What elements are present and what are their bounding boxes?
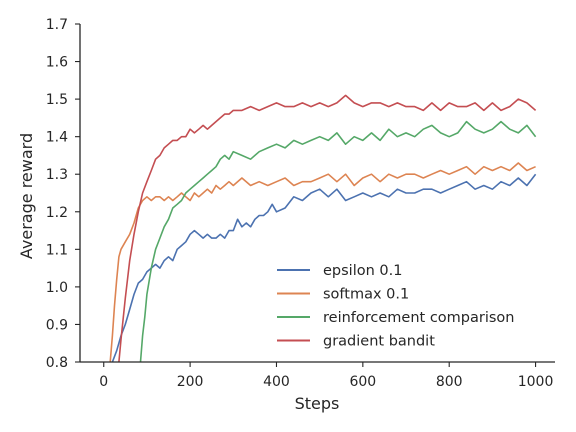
x-axis-label: Steps xyxy=(295,394,340,413)
x-tick-label: 600 xyxy=(349,374,376,390)
x-tick-label: 200 xyxy=(177,374,204,390)
y-tick-label: 1.7 xyxy=(46,17,68,33)
y-tick-label: 1.3 xyxy=(46,167,68,183)
y-tick-label: 1.2 xyxy=(46,205,68,221)
x-tick-label: 400 xyxy=(263,374,290,390)
y-tick-label: 1.6 xyxy=(46,55,68,71)
axes xyxy=(79,24,555,363)
y-tick-label: 1.4 xyxy=(46,130,68,146)
y-ticks: 0.8 0.9 1.0 1.1 1.2 1.3 1.4 1.5 1.6 1.7 xyxy=(46,17,80,371)
legend: epsilon 0.1 softmax 0.1 reinforcement comp… xyxy=(277,263,515,350)
legend-label: epsilon 0.1 xyxy=(323,263,402,279)
y-tick-label: 0.8 xyxy=(46,355,68,371)
series-line-1 xyxy=(109,162,536,362)
y-tick-label: 1.1 xyxy=(46,242,68,258)
legend-label: reinforcement comparison xyxy=(323,310,515,326)
x-tick-label: 0 xyxy=(99,374,108,390)
x-tick-label: 1000 xyxy=(518,374,554,390)
y-axis-label: Average reward xyxy=(17,133,36,259)
y-tick-label: 1.5 xyxy=(46,92,68,108)
series-line-0 xyxy=(111,173,537,362)
plot-lines xyxy=(109,94,537,362)
x-tick-label: 800 xyxy=(436,374,463,390)
y-tick-label: 1.0 xyxy=(46,280,68,296)
x-ticks: 0 200 400 600 800 1000 xyxy=(99,362,553,390)
series-line-2 xyxy=(139,120,537,362)
legend-label: gradient bandit xyxy=(323,334,435,350)
y-tick-label: 0.9 xyxy=(46,317,68,333)
series-line-3 xyxy=(118,94,537,362)
legend-label: softmax 0.1 xyxy=(323,287,409,303)
